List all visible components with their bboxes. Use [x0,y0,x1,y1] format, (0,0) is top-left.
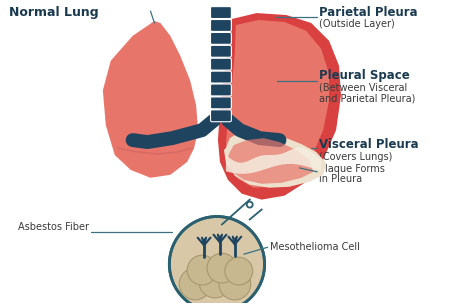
Text: Mesothelioma Cell: Mesothelioma Cell [270,242,359,252]
Circle shape [199,266,231,298]
Circle shape [187,255,217,285]
Polygon shape [226,20,329,188]
FancyBboxPatch shape [210,84,231,96]
Polygon shape [227,138,313,184]
Text: Plaque Forms: Plaque Forms [319,164,385,174]
FancyBboxPatch shape [210,45,231,57]
Circle shape [179,268,211,300]
Text: Visceral Pleura: Visceral Pleura [319,138,419,151]
FancyBboxPatch shape [210,71,231,83]
Circle shape [219,268,251,300]
Polygon shape [224,130,326,188]
Circle shape [225,257,253,285]
Text: (Outside Layer): (Outside Layer) [319,19,395,29]
Text: Parietal Pleura: Parietal Pleura [319,6,418,19]
Text: Asbestos Fiber: Asbestos Fiber [18,223,89,233]
Polygon shape [103,21,198,178]
FancyBboxPatch shape [210,33,231,44]
FancyBboxPatch shape [210,19,231,31]
FancyBboxPatch shape [210,97,231,109]
Text: Normal Lung: Normal Lung [9,6,98,19]
Polygon shape [218,13,341,200]
Text: Pleural Space: Pleural Space [319,69,410,82]
Text: (Covers Lungs): (Covers Lungs) [319,152,392,162]
FancyBboxPatch shape [210,7,231,19]
Polygon shape [226,147,321,174]
FancyBboxPatch shape [210,110,231,122]
Circle shape [169,216,264,304]
Text: (Between Visceral: (Between Visceral [319,82,408,92]
Text: in Pleura: in Pleura [319,174,362,184]
FancyBboxPatch shape [210,58,231,70]
Circle shape [207,253,237,283]
Text: and Parietal Pleura): and Parietal Pleura) [319,93,416,103]
